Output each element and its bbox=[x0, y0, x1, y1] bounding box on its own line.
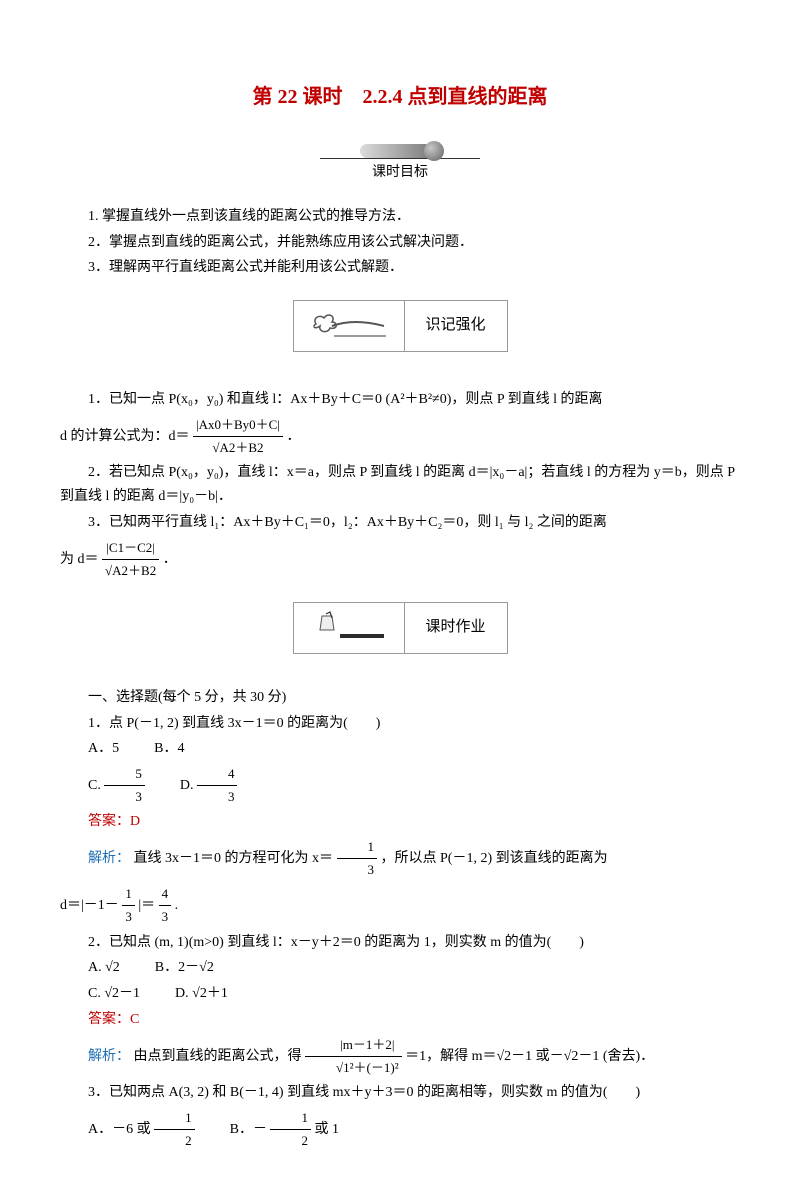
memo-1-period: ． bbox=[286, 429, 300, 444]
q1-answer-text: 答案：D bbox=[88, 814, 140, 829]
goal-3: 3．理解两平行直线距离公式并能利用该公式解题． bbox=[60, 256, 740, 280]
q2-optD: D. √2＋1 bbox=[175, 986, 228, 1001]
q3-stem: 3．已知两点 A(3, 2) 和 B(－1, 4) 到直线 mx＋y＋3＝0 的… bbox=[60, 1081, 740, 1105]
q3-optB-num: 1 bbox=[270, 1107, 311, 1130]
q1-optC-prefix: C. bbox=[88, 778, 101, 793]
q1-optD-frac: 4 3 bbox=[197, 763, 238, 808]
q1-exp-f3d: 3 bbox=[159, 906, 172, 928]
q1-optD-num: 4 bbox=[197, 763, 238, 786]
q1-optA: A．5 bbox=[88, 741, 119, 756]
memo-1-den: √A2＋B2 bbox=[193, 437, 283, 459]
q2-optB: B．2－√2 bbox=[155, 960, 214, 975]
q1-explanation-2: d＝|－1－ 1 3 |＝ 4 3 . bbox=[60, 883, 740, 928]
goal-label: 课时目标 bbox=[320, 158, 480, 185]
q2-optA: A. √2 bbox=[88, 960, 120, 975]
q2-exp-fn: |m－1＋2| bbox=[305, 1034, 402, 1057]
q1-exp-label: 解析： bbox=[88, 851, 130, 866]
q2-opts-row2: C. √2－1 D. √2＋1 bbox=[60, 982, 740, 1006]
q2-opts-row1: A. √2 B．2－√2 bbox=[60, 956, 740, 980]
memo-1a: 1．已知一点 P(x₀，y₀) 和直线 l：Ax＋By＋C＝0 (A²＋B²≠0… bbox=[60, 388, 740, 412]
q3-opts-row1: A．－6 或 1 2 B．－ 1 2 或 1 bbox=[60, 1107, 740, 1152]
q1-optB: B．4 bbox=[154, 741, 184, 756]
q1-exp-a: 直线 3x－1＝0 的方程可化为 x＝ bbox=[134, 851, 334, 866]
q1-optD-den: 3 bbox=[197, 786, 238, 808]
goal-1: 1. 掌握直线外一点到该直线的距离公式的推导方法． bbox=[60, 205, 740, 229]
work-label: 课时作业 bbox=[405, 603, 507, 653]
section-memo-header: 识记强化 bbox=[60, 300, 740, 352]
goal-icon bbox=[360, 144, 440, 158]
q2-exp-label: 解析： bbox=[88, 1049, 130, 1064]
memo-3a: 3．已知两平行直线 l₁：Ax＋By＋C₁＝0，l₂：Ax＋By＋C₂＝0，则 … bbox=[60, 511, 740, 535]
q2-exp-a: 由点到直线的距离公式，得 bbox=[134, 1049, 302, 1064]
q3-optB-den: 2 bbox=[270, 1130, 311, 1152]
q1-explanation: 解析： 直线 3x－1＝0 的方程可化为 x＝ 1 3 ，所以点 P(－1, 2… bbox=[60, 836, 740, 881]
q3-optA-prefix: A．－6 或 bbox=[88, 1121, 151, 1136]
memo-2: 2．若已知点 P(x₀，y₀)，直线 l：x＝a，则点 P 到直线 l 的距离 … bbox=[60, 461, 740, 509]
q1-exp-c: d＝|－1－ bbox=[60, 898, 119, 913]
q1-opts-row2: C. 5 3 D. 4 3 bbox=[60, 763, 740, 808]
q1-exp-frac2: 1 3 bbox=[122, 883, 135, 928]
memo-icon bbox=[294, 301, 405, 351]
q1-exp-f2d: 3 bbox=[122, 906, 135, 928]
memo-3-period: ． bbox=[163, 551, 177, 566]
q1-exp-f1d: 3 bbox=[337, 859, 378, 881]
q1-exp-f1n: 1 bbox=[337, 836, 378, 859]
q3-optB-frac: 1 2 bbox=[270, 1107, 311, 1152]
q2-exp-frac: |m－1＋2| √1²＋(－1)² bbox=[305, 1034, 402, 1079]
goal-2: 2．掌握点到直线的距离公式，并能熟练应用该公式解决问题． bbox=[60, 231, 740, 255]
q3-optB-prefix: B．－ bbox=[230, 1121, 267, 1136]
memo-3b: 为 d＝ |C1－C2| √A2＋B2 ． bbox=[60, 537, 740, 582]
q1-exp-frac3: 4 3 bbox=[159, 883, 172, 928]
q1-exp-frac1: 1 3 bbox=[337, 836, 378, 881]
q1-optD-prefix: D. bbox=[180, 778, 194, 793]
q1-opts-row1: A．5 B．4 bbox=[60, 737, 740, 761]
q1-optC-frac: 5 3 bbox=[104, 763, 145, 808]
memo-1-num: |Ax0＋By0＋C| bbox=[193, 414, 283, 437]
q1-optC-num: 5 bbox=[104, 763, 145, 786]
q1-exp-d: |＝ bbox=[138, 898, 155, 913]
section-goal-header: 课时目标 bbox=[60, 144, 740, 185]
q3-optB-suffix: 或 1 bbox=[314, 1121, 339, 1136]
q2-stem: 2．已知点 (m, 1)(m>0) 到直线 l：x－y＋2＝0 的距离为 1，则… bbox=[60, 931, 740, 955]
q2-answer: 答案：C bbox=[60, 1008, 740, 1032]
q1-exp-f3n: 4 bbox=[159, 883, 172, 906]
q1-exp-f2n: 1 bbox=[122, 883, 135, 906]
memo-1-fraction: |Ax0＋By0＋C| √A2＋B2 bbox=[193, 414, 283, 459]
work-icon bbox=[294, 603, 405, 653]
section-work-header: 课时作业 bbox=[60, 602, 740, 654]
q3-optA-den: 2 bbox=[154, 1130, 195, 1152]
memo-3-fraction: |C1－C2| √A2＋B2 bbox=[102, 537, 159, 582]
memo-3-den: √A2＋B2 bbox=[102, 560, 159, 582]
q1-exp-e: . bbox=[175, 898, 179, 913]
q2-optC: C. √2－1 bbox=[88, 986, 140, 1001]
q3-optA-num: 1 bbox=[154, 1107, 195, 1130]
memo-label: 识记强化 bbox=[405, 301, 507, 351]
q2-explanation: 解析： 由点到直线的距离公式，得 |m－1＋2| √1²＋(－1)² ＝1，解得… bbox=[60, 1034, 740, 1079]
q2-exp-fd: √1²＋(－1)² bbox=[305, 1057, 402, 1079]
memo-1b-prefix: d 的计算公式为：d＝ bbox=[60, 429, 190, 444]
q2-answer-text: 答案：C bbox=[88, 1012, 139, 1027]
page-title: 第 22 课时 2.2.4 点到直线的距离 bbox=[60, 80, 740, 114]
q2-exp-b: ＝1，解得 m＝√2－1 或－√2－1 (舍去)． bbox=[405, 1049, 654, 1064]
memo-3-num: |C1－C2| bbox=[102, 537, 159, 560]
q1-optC-den: 3 bbox=[104, 786, 145, 808]
work-section-1-title: 一、选择题(每个 5 分，共 30 分) bbox=[60, 686, 740, 710]
memo-1b: d 的计算公式为：d＝ |Ax0＋By0＋C| √A2＋B2 ． bbox=[60, 414, 740, 459]
memo-3b-prefix: 为 d＝ bbox=[60, 551, 99, 566]
q1-exp-b: ，所以点 P(－1, 2) 到该直线的距离为 bbox=[381, 851, 608, 866]
q1-stem: 1．点 P(－1, 2) 到直线 3x－1＝0 的距离为( ) bbox=[60, 712, 740, 736]
q3-optA-frac: 1 2 bbox=[154, 1107, 195, 1152]
q1-answer: 答案：D bbox=[60, 810, 740, 834]
